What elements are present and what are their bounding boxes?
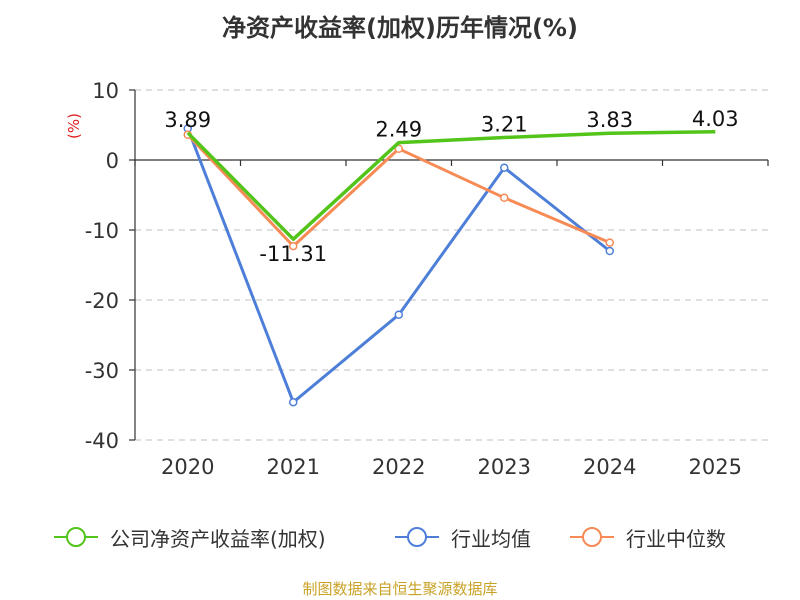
data-point bbox=[500, 163, 509, 172]
data-label: 3.89 bbox=[164, 108, 211, 132]
data-label: 4.03 bbox=[692, 107, 739, 131]
legend-marker-green-icon bbox=[54, 527, 98, 547]
series-line bbox=[186, 130, 716, 241]
data-point bbox=[394, 310, 403, 319]
data-point bbox=[605, 238, 614, 247]
y-axis-unit-label: (%) bbox=[65, 113, 83, 139]
x-tick-label: 2023 bbox=[478, 455, 531, 479]
data-label: -11.31 bbox=[259, 242, 327, 266]
y-tick-label: -40 bbox=[85, 429, 119, 453]
data-label: 2.49 bbox=[375, 118, 422, 142]
legend-item-industry-mean[interactable]: 行业均值 bbox=[393, 522, 531, 552]
data-point bbox=[605, 246, 614, 256]
legend-item-company-roe[interactable]: 公司净资产收益率(加权) bbox=[52, 522, 326, 552]
data-point bbox=[500, 193, 509, 203]
y-tick-label: -10 bbox=[85, 219, 119, 243]
legend-label-industry-median: 行业中位数 bbox=[626, 526, 726, 551]
y-tick-label: 10 bbox=[92, 79, 119, 103]
x-tick-label: 2022 bbox=[372, 455, 425, 479]
legend-label-company-roe: 公司净资产收益率(加权) bbox=[110, 526, 326, 551]
data-label: 3.21 bbox=[481, 113, 528, 137]
data-point bbox=[289, 397, 298, 407]
y-tick-label: -30 bbox=[85, 359, 119, 383]
data-point bbox=[289, 241, 298, 251]
x-tick-label: 2024 bbox=[583, 455, 636, 479]
data-point bbox=[394, 144, 403, 154]
data-label: 3.83 bbox=[586, 108, 633, 132]
chart-title: 净资产收益率(加权)历年情况(%) bbox=[222, 14, 578, 42]
y-tick-label: -20 bbox=[85, 289, 119, 313]
y-tick-label: 0 bbox=[106, 149, 119, 173]
legend-item-industry-median[interactable]: 行业中位数 bbox=[568, 522, 726, 552]
series-line bbox=[186, 127, 611, 404]
x-tick-label: 2021 bbox=[267, 455, 320, 479]
legend-label-industry-mean: 行业均值 bbox=[451, 526, 531, 551]
legend-marker-blue-icon bbox=[395, 527, 439, 547]
legend-marker-orange-icon bbox=[570, 527, 614, 547]
x-tick-label: 2020 bbox=[161, 455, 214, 479]
source-note: 制图数据来自恒生聚源数据库 bbox=[302, 580, 498, 598]
legend: 公司净资产收益率(加权) 行业均值 行业中位数 bbox=[0, 522, 800, 552]
x-tick-label: 2025 bbox=[689, 455, 742, 479]
